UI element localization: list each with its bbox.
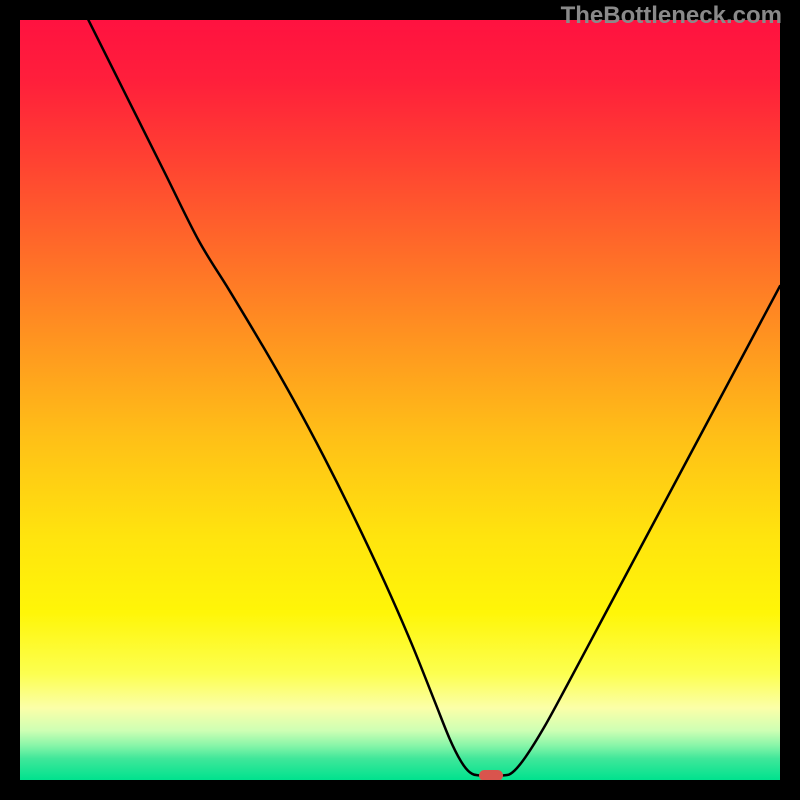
plot-area	[20, 20, 780, 780]
optimum-marker	[479, 770, 503, 780]
watermark-text: TheBottleneck.com	[561, 2, 782, 30]
plot-svg	[20, 20, 780, 780]
gradient-background	[20, 20, 780, 780]
